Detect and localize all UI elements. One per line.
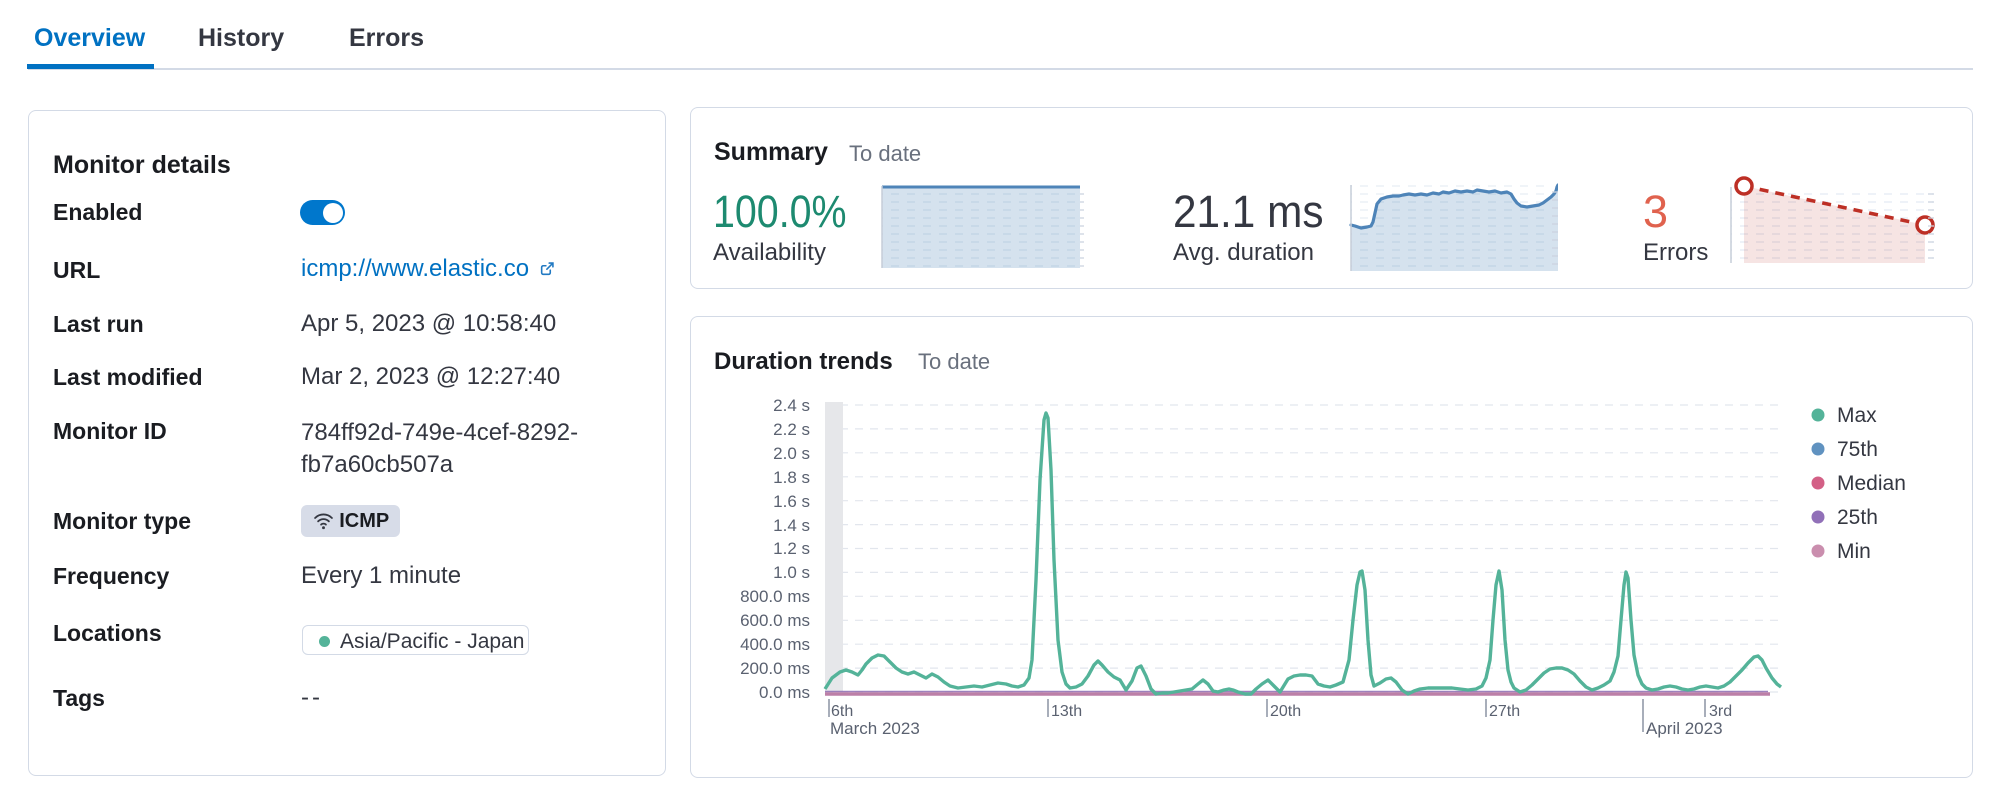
svg-text:6th: 6th — [831, 703, 853, 720]
svg-text:3rd: 3rd — [1709, 703, 1732, 720]
svg-text:27th: 27th — [1489, 703, 1520, 720]
svg-text:1.4 s: 1.4 s — [773, 516, 810, 535]
svg-text:Min: Min — [1837, 540, 1871, 563]
svg-text:1.8 s: 1.8 s — [773, 468, 810, 487]
svg-text:1.0 s: 1.0 s — [773, 563, 810, 582]
svg-text:200.0 ms: 200.0 ms — [740, 659, 810, 678]
svg-text:1.6 s: 1.6 s — [773, 492, 810, 511]
svg-text:March 2023: March 2023 — [830, 719, 920, 738]
svg-text:400.0 ms: 400.0 ms — [740, 635, 810, 654]
svg-text:25th: 25th — [1837, 506, 1878, 529]
svg-text:13th: 13th — [1051, 703, 1082, 720]
svg-text:Max: Max — [1837, 404, 1877, 427]
svg-text:0.0 ms: 0.0 ms — [759, 683, 810, 702]
svg-text:2.0 s: 2.0 s — [773, 444, 810, 463]
svg-text:Median: Median — [1837, 472, 1906, 495]
svg-text:20th: 20th — [1270, 703, 1301, 720]
svg-text:1.2 s: 1.2 s — [773, 539, 810, 558]
svg-text:75th: 75th — [1837, 438, 1878, 461]
svg-text:April 2023: April 2023 — [1646, 719, 1723, 738]
svg-text:2.4 s: 2.4 s — [773, 396, 810, 415]
svg-text:2.2 s: 2.2 s — [773, 420, 810, 439]
svg-text:600.0 ms: 600.0 ms — [740, 611, 810, 630]
svg-text:800.0 ms: 800.0 ms — [740, 587, 810, 606]
